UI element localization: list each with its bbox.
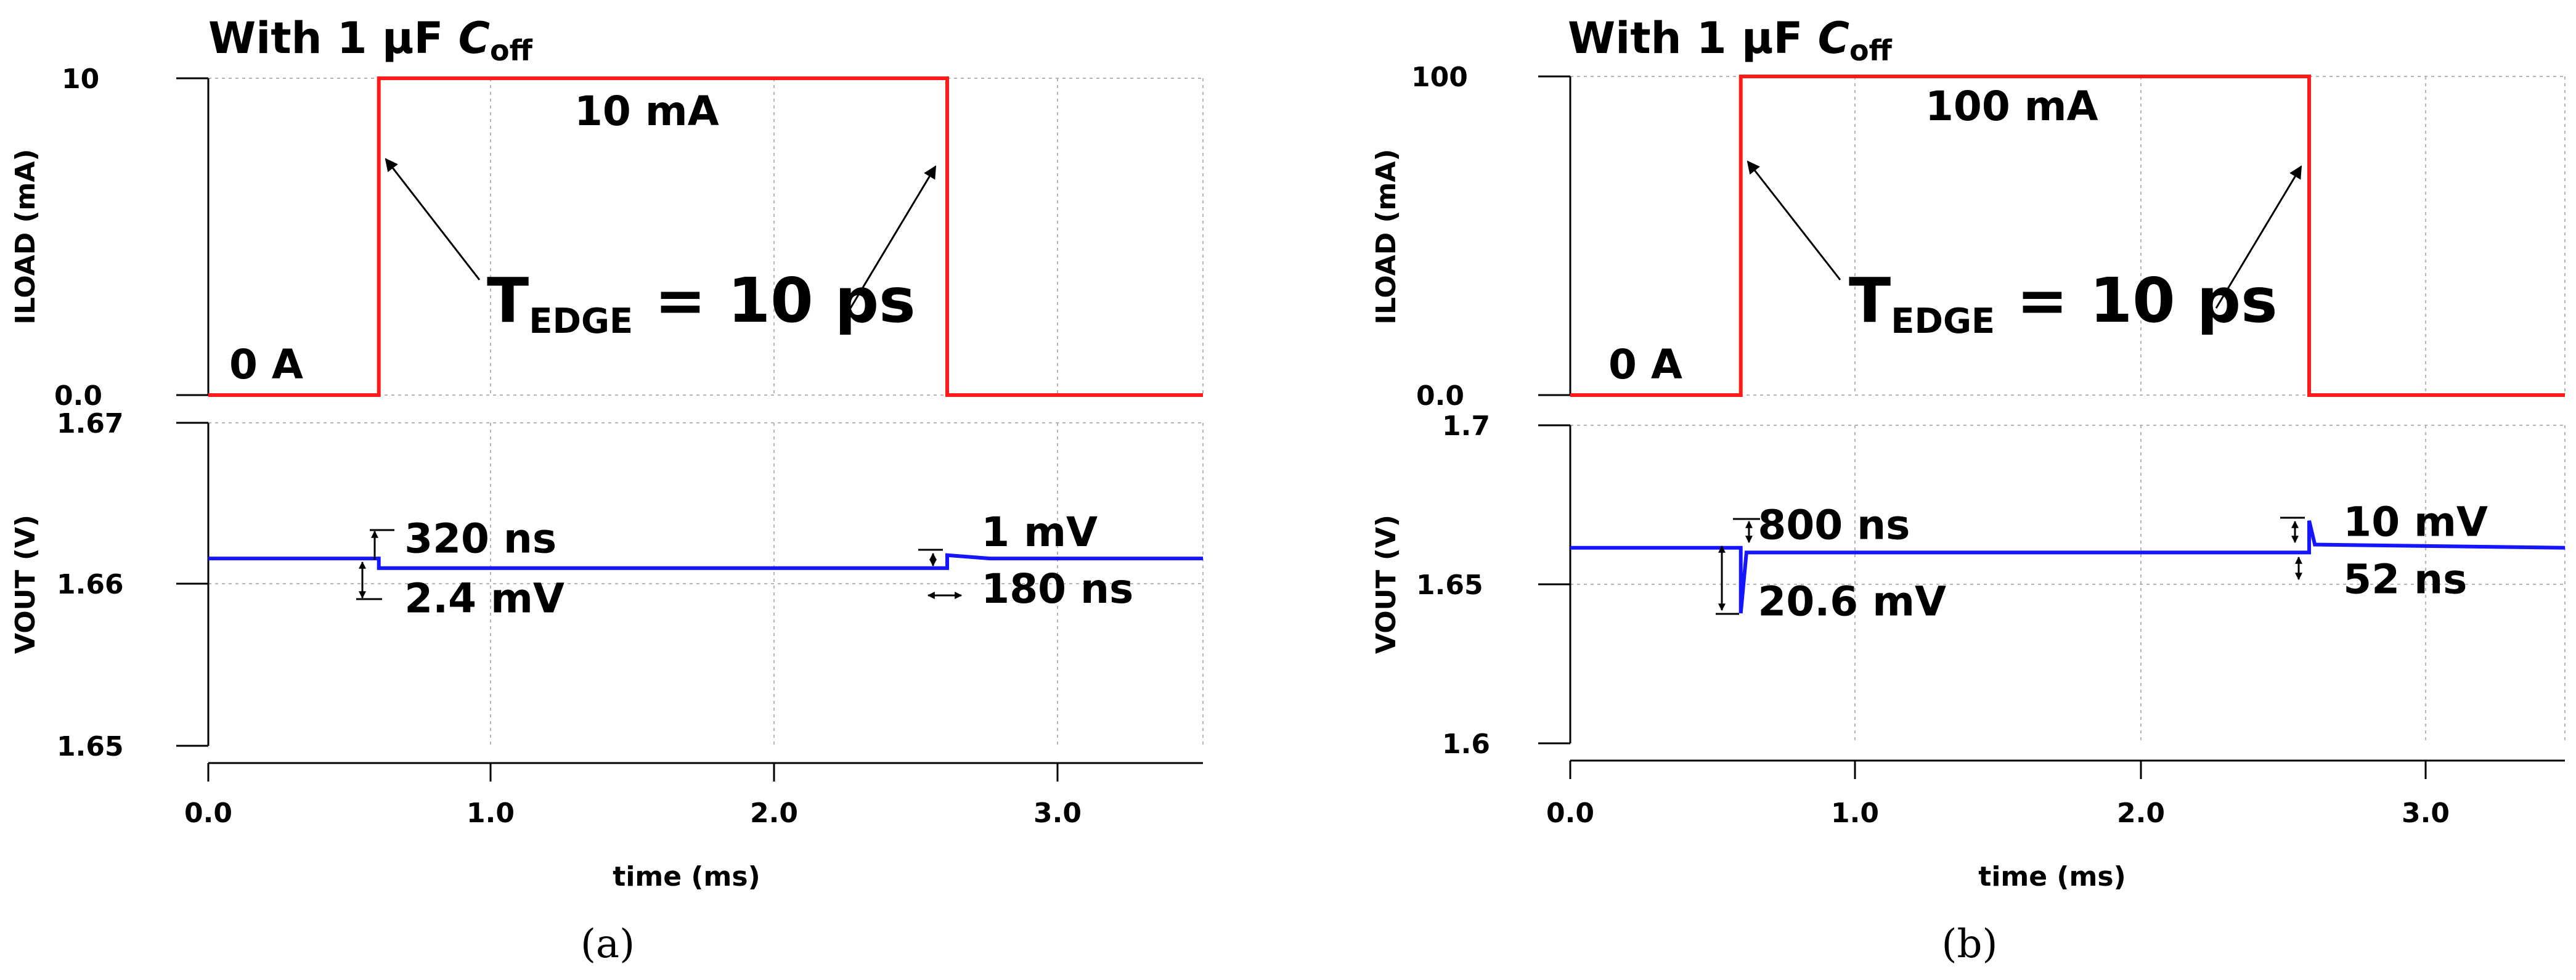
panel-b-annotation-label: 52 ns [2343, 555, 2467, 603]
panel-b-bottom-grid [1570, 425, 2566, 743]
panel-a-vout-ylabel: VOUT (V) [10, 515, 41, 654]
panel-a-edge-arrow-right [849, 165, 937, 309]
panel-a-level-low-label: 0 A [229, 341, 303, 388]
panel-a-xlabel: time (ms) [613, 861, 760, 892]
panel-a-xtick-label: 0.0 [184, 798, 232, 829]
panel-b-xtick-label: 3.0 [2402, 798, 2450, 829]
panel-b-bottom-ytick-label: 1.7 [1442, 410, 1490, 442]
panel-b-edge-label: TEDGE = 10 ps [1849, 264, 2278, 341]
panel-a-bottom-ytick-label: 1.65 [57, 731, 124, 762]
panel-a-annotation-label: 1 mV [981, 508, 1098, 556]
panel-b-annotation-label: 800 ns [1758, 502, 1910, 549]
panel-b-caption: (b) [1942, 921, 1998, 967]
panel-a-annotation-label: 2.4 mV [404, 575, 565, 623]
panel-b-title: With 1 μF Coff [1568, 13, 1893, 67]
panel-a-xtick-label: 2.0 [750, 798, 798, 829]
panel-a-level-high-label: 10 mA [574, 88, 719, 135]
panel-b-edge-arrow-left [1747, 160, 1841, 280]
panel-a-xtick-marks [207, 763, 1059, 782]
panel-b-xlabel: time (ms) [1978, 861, 2126, 892]
panel-a-caption: (a) [581, 921, 635, 967]
panel-b-top-ytick-label: 100 [1411, 62, 1468, 93]
panel-b-vout-series [1570, 520, 2566, 614]
panel-a-annotation-label: 320 ns [404, 515, 556, 563]
panel-a-iload-ylabel: ILOAD (mA) [10, 149, 41, 324]
panel-a: With 1 μF Coff 10 0.0 ILOAD (mA) 10 mA 0… [10, 13, 1204, 967]
panel-b-iload-series [1570, 75, 2565, 397]
panel-a-annotation-label: 180 ns [981, 565, 1133, 613]
panel-a-bottom-ytick-label: 1.67 [57, 408, 124, 439]
panel-a-xtick-label: 3.0 [1033, 798, 1082, 829]
panel-b-top-ytick-label: 0.0 [1416, 380, 1464, 412]
panel-b-xtick-label: 2.0 [2117, 798, 2165, 829]
panel-b-bottom-ytick-label: 1.65 [1416, 570, 1483, 601]
panel-a-edge-label: TEDGE = 10 ps [487, 264, 916, 341]
panel-a-bottom-ytick-label: 1.66 [57, 569, 124, 600]
panel-b-vout-ylabel: VOUT (V) [1371, 515, 1402, 654]
panel-b-xtick-label: 0.0 [1546, 798, 1594, 829]
panel-a-xtick-label: 1.0 [467, 798, 515, 829]
panel-b-level-high-label: 100 mA [1925, 83, 2098, 130]
panel-a-title: With 1 μF Coff [208, 13, 533, 67]
panel-b-annotation-label: 20.6 mV [1758, 578, 1946, 625]
panel-b-annotation-label: 10 mV [2343, 498, 2488, 545]
panel-b-bottom-ytick-label: 1.6 [1442, 729, 1490, 760]
panel-b-dimension-markers [1716, 517, 2305, 615]
panel-b-iload-ylabel: ILOAD (mA) [1371, 149, 1402, 324]
panel-a-top-ytick-label: 10 [62, 63, 99, 95]
panel-a-edge-arrow-left [385, 158, 481, 280]
panel-b-xtick-marks [1569, 761, 2427, 779]
panel-a-top-ytick-label: 0.0 [54, 380, 102, 412]
panel-a-iload-series [208, 76, 1203, 397]
panel-a-dimension-markers [356, 529, 963, 600]
panel-a-bottom-grid [208, 422, 1204, 746]
panel-b-xtick-label: 1.0 [1831, 798, 1879, 829]
panel-b-edge-arrow-right [2215, 165, 2302, 309]
panel-a-vout-series [208, 553, 1203, 570]
panel-b: With 1 μF Coff 100 0.0 ILOAD (mA) 100 mA… [1371, 13, 2566, 967]
panel-b-level-low-label: 0 A [1608, 341, 1682, 388]
